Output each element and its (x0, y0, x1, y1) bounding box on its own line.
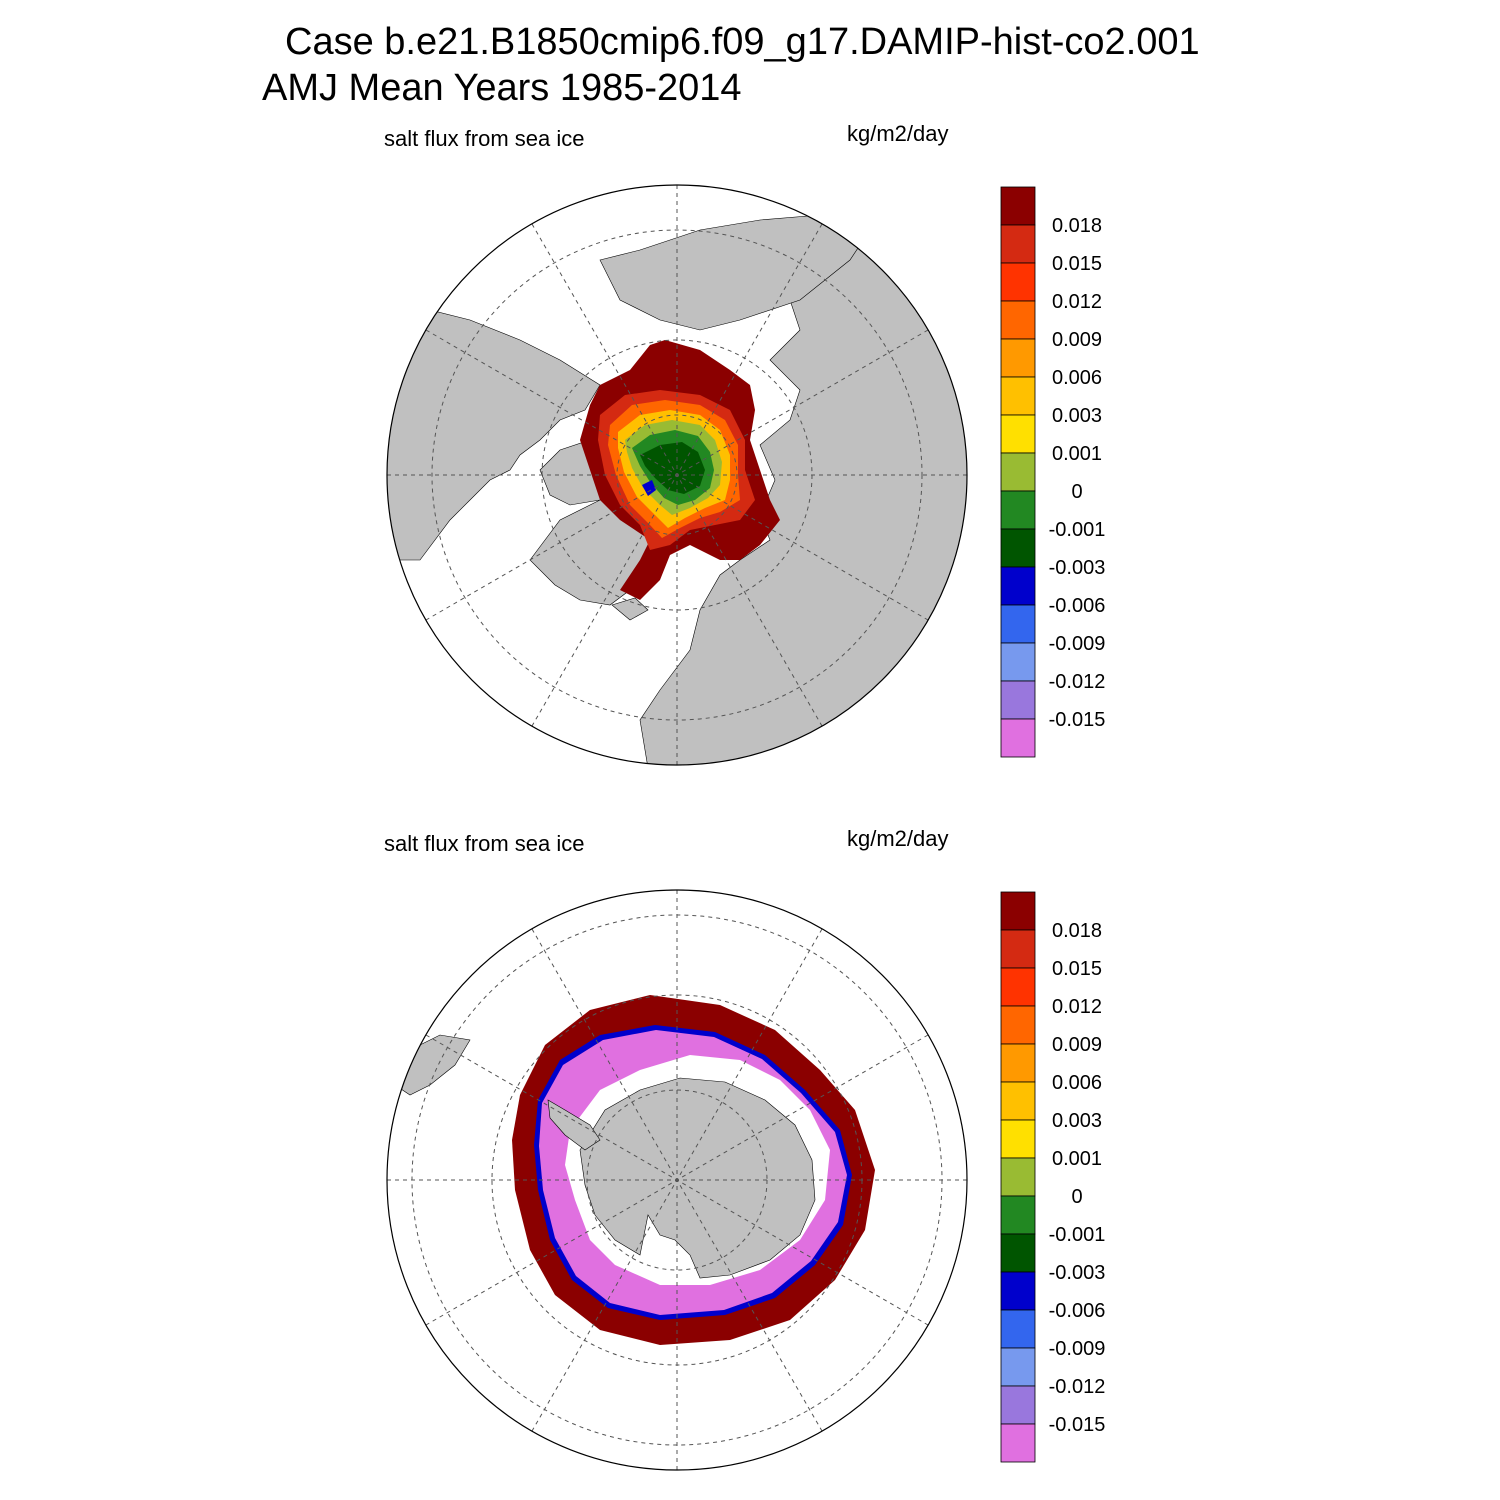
south-land-antarctica (579, 1077, 816, 1279)
north-colorbar-label: -0.012 (1049, 671, 1106, 693)
north-colorbar-label: 0.001 (1052, 443, 1102, 465)
north-colorbar-box (1000, 376, 1036, 416)
south-colorbar-box (1000, 891, 1036, 931)
panel-north-units-label: kg/m2/day (847, 121, 949, 146)
south-colorbar-label: 0.015 (1052, 958, 1102, 980)
south-colorbar-label: 0 (1071, 1186, 1082, 1208)
south-map-border (386, 889, 968, 1471)
south-colorbar-box (1000, 1271, 1036, 1311)
south-colorbar: 0.018 0.015 0.012 0.009 0.006 0.003 0.001 0 -0.0… (1000, 891, 1106, 1463)
north-colorbar-label: 0 (1071, 481, 1082, 503)
north-polar-map (386, 184, 968, 766)
north-colorbar-box (1000, 604, 1036, 644)
north-colorbar-box (1000, 262, 1036, 302)
panel-south-units-label: kg/m2/day (847, 826, 949, 851)
north-colorbar-box (1000, 490, 1036, 530)
south-colorbar-label: -0.009 (1049, 1338, 1106, 1360)
south-colorbar-box (1000, 1309, 1036, 1349)
north-colorbar: 0.018 0.015 0.012 0.009 0.006 0.003 0.001 0 -0.0… (1000, 186, 1106, 758)
north-colorbar-box (1000, 566, 1036, 606)
north-land-alaska-siberia (599, 214, 871, 331)
north-colorbar-box (1000, 452, 1036, 492)
south-colorbar-label: 0.006 (1052, 1072, 1102, 1094)
north-colorbar-box (1000, 186, 1036, 226)
south-colorbar-box (1000, 1005, 1036, 1045)
north-colorbar-label: -0.006 (1049, 595, 1106, 617)
north-colorbar-label: -0.001 (1049, 519, 1106, 541)
south-colorbar-label: 0.009 (1052, 1034, 1102, 1056)
north-colorbar-label: 0.006 (1052, 367, 1102, 389)
south-graticule (387, 890, 967, 1470)
north-colorbar-box (1000, 642, 1036, 682)
north-colorbar-box (1000, 300, 1036, 340)
south-colorbar-box (1000, 1119, 1036, 1159)
south-colorbar-label: 0.018 (1052, 920, 1102, 942)
north-colorbar-label: 0.009 (1052, 329, 1102, 351)
north-colorbar-label: -0.015 (1049, 709, 1106, 731)
panel-north-variable-label: salt flux from sea ice (384, 126, 585, 151)
south-colorbar-box (1000, 1043, 1036, 1083)
south-colorbar-label: 0.003 (1052, 1110, 1102, 1132)
north-colorbar-box (1000, 224, 1036, 264)
south-colorbar-label: -0.015 (1049, 1414, 1106, 1436)
north-land-north-america (387, 309, 601, 561)
north-field-negative-patch (642, 480, 656, 496)
north-land-iceland (611, 597, 649, 621)
south-colorbar-box (1000, 1157, 1036, 1197)
figure-title-line2: AMJ Mean Years 1985-2014 (262, 67, 742, 109)
south-colorbar-box (1000, 1233, 1036, 1273)
south-colorbar-box (1000, 929, 1036, 969)
north-colorbar-label: 0.018 (1052, 215, 1102, 237)
north-colorbar-box (1000, 414, 1036, 454)
north-map-border (386, 184, 968, 766)
south-colorbar-label: -0.012 (1049, 1376, 1106, 1398)
south-colorbar-label: -0.001 (1049, 1224, 1106, 1246)
north-colorbar-box (1000, 718, 1036, 758)
south-colorbar-box (1000, 1423, 1036, 1463)
south-colorbar-box (1000, 1385, 1036, 1425)
north-land-eurasia (639, 239, 967, 765)
south-colorbar-box (1000, 1195, 1036, 1235)
figure-title-line1: Case b.e21.B1850cmip6.f09_g17.DAMIP-hist… (285, 21, 1200, 63)
panel-south-variable-label: salt flux from sea ice (384, 831, 585, 856)
south-polar-map (386, 889, 968, 1471)
north-colorbar-label: -0.009 (1049, 633, 1106, 655)
south-colorbar-box (1000, 1081, 1036, 1121)
north-colorbar-label: -0.003 (1049, 557, 1106, 579)
south-colorbar-label: -0.003 (1049, 1262, 1106, 1284)
north-colorbar-label: 0.015 (1052, 253, 1102, 275)
north-colorbar-box (1000, 680, 1036, 720)
south-colorbar-box (1000, 1347, 1036, 1387)
south-colorbar-label: 0.012 (1052, 996, 1102, 1018)
south-colorbar-label: -0.006 (1049, 1300, 1106, 1322)
south-colorbar-label: 0.001 (1052, 1148, 1102, 1170)
south-colorbar-box (1000, 967, 1036, 1007)
north-colorbar-box (1000, 338, 1036, 378)
north-colorbar-label: 0.003 (1052, 405, 1102, 427)
north-graticule (387, 185, 967, 765)
north-colorbar-label: 0.012 (1052, 291, 1102, 313)
north-colorbar-box (1000, 528, 1036, 568)
